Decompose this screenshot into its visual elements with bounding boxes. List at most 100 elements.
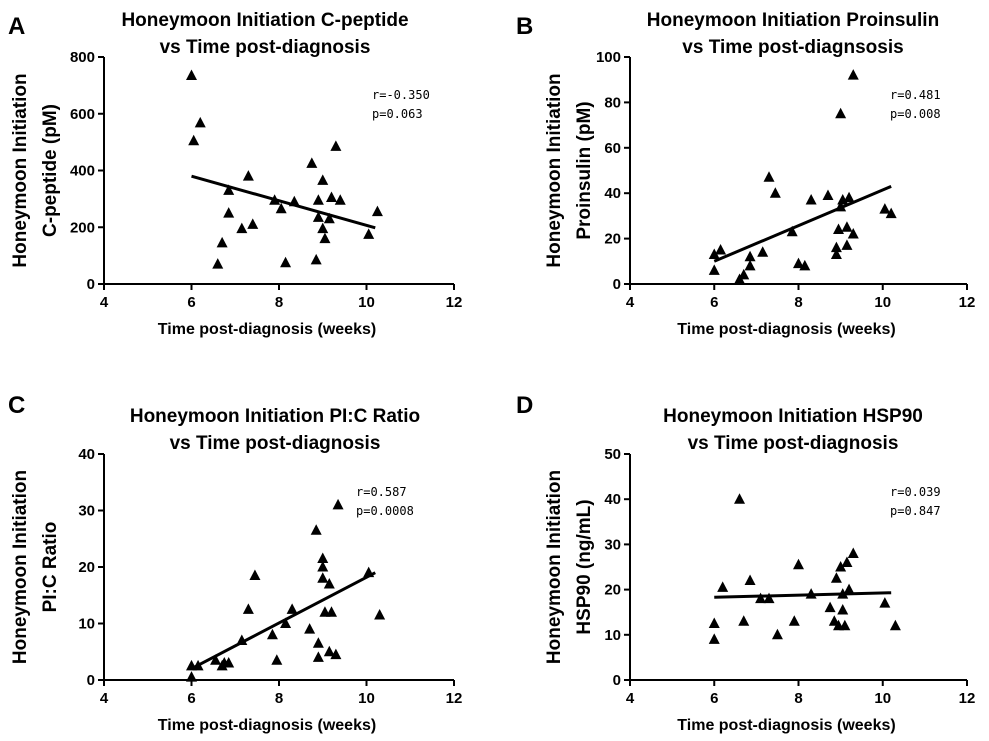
data-point xyxy=(835,561,847,572)
x-tick-label: 12 xyxy=(959,690,976,707)
data-point xyxy=(879,203,891,214)
y-tick-label: 0 xyxy=(87,672,95,689)
stat-annotation: p=0.847 xyxy=(890,504,941,518)
data-point xyxy=(317,572,329,583)
data-point xyxy=(717,581,729,592)
x-tick-label: 10 xyxy=(874,294,891,311)
data-point xyxy=(799,259,811,271)
data-point xyxy=(374,609,386,620)
y-tick-label: 10 xyxy=(604,627,621,644)
data-point xyxy=(755,592,767,604)
x-tick-label: 4 xyxy=(626,294,635,311)
data-point xyxy=(288,195,300,207)
x-tick-label: 12 xyxy=(446,294,463,311)
data-point xyxy=(788,615,800,626)
y-tick-label: 40 xyxy=(604,185,621,202)
y-tick-label: 80 xyxy=(604,94,621,111)
chart-title: Honeymoon Initiation HSP90 xyxy=(663,406,923,427)
y-axis-label: Honeymoon Initiation xyxy=(544,470,565,664)
regression-line xyxy=(714,591,892,599)
stat-annotation: r=0.039 xyxy=(890,485,941,499)
x-tick-label: 6 xyxy=(710,690,718,707)
y-tick-label: 50 xyxy=(604,446,621,463)
data-point xyxy=(822,189,834,200)
data-point xyxy=(744,259,756,271)
data-point xyxy=(771,628,783,640)
data-point xyxy=(223,207,235,218)
data-point xyxy=(847,547,859,558)
data-point xyxy=(249,569,261,580)
data-point xyxy=(708,617,720,628)
chart-title: vs Time post-diagnosis xyxy=(170,433,381,454)
stat-annotation: r=0.587 xyxy=(356,485,407,499)
data-point xyxy=(242,603,254,614)
data-point xyxy=(830,572,842,583)
data-point xyxy=(332,498,344,510)
data-point xyxy=(186,671,197,682)
x-tick-label: 4 xyxy=(626,690,635,707)
panel-d: D Honeymoon Initiation HSP90 vs Time post-… xyxy=(516,392,975,734)
data-point xyxy=(889,619,901,631)
x-tick-label: 10 xyxy=(874,690,891,707)
x-tick-label: 8 xyxy=(275,690,283,707)
chart-title: Honeymoon Initiation Proinsulin xyxy=(647,10,939,31)
data-point xyxy=(715,243,727,255)
stat-annotation: r=0.481 xyxy=(890,88,941,102)
data-point xyxy=(212,258,224,269)
x-tick-label: 8 xyxy=(275,294,283,311)
data-point xyxy=(317,561,329,572)
data-point xyxy=(738,615,750,626)
x-tick-label: 10 xyxy=(358,690,375,707)
panel-letter: B xyxy=(516,13,533,40)
data-point xyxy=(824,601,836,613)
stat-annotation: p=0.063 xyxy=(372,107,423,121)
y-axis-label: Honeymoon Initiation xyxy=(10,73,31,267)
data-point xyxy=(847,69,859,80)
data-point xyxy=(793,257,804,269)
data-point xyxy=(312,651,324,662)
x-tick-label: 6 xyxy=(187,294,195,311)
data-point xyxy=(763,171,775,182)
y-tick-label: 100 xyxy=(596,49,621,66)
data-point xyxy=(837,603,849,615)
stat-annotation: p=0.008 xyxy=(890,107,941,121)
data-point xyxy=(839,619,851,631)
data-point xyxy=(708,264,720,275)
data-point xyxy=(738,268,750,280)
x-tick-label: 12 xyxy=(959,294,976,311)
data-point xyxy=(210,654,222,665)
panel-b: B Honeymoon Initiation Proinsulin vs Time … xyxy=(516,10,975,338)
chart-title: vs Time post-diagnosis xyxy=(688,433,899,454)
y-axis-label: Proinsulin (pM) xyxy=(574,101,595,239)
x-tick-label: 6 xyxy=(710,294,718,311)
stat-annotation: r=-0.350 xyxy=(372,88,430,102)
data-point xyxy=(242,170,254,181)
regression-line xyxy=(190,571,376,671)
data-point xyxy=(835,200,847,212)
data-point xyxy=(317,552,329,564)
data-point xyxy=(833,223,845,235)
y-axis-label: Honeymoon Initiation xyxy=(10,470,31,664)
data-point xyxy=(216,236,228,248)
data-point xyxy=(334,194,346,205)
data-point xyxy=(236,634,248,645)
data-point xyxy=(708,633,720,644)
x-axis-label: Time post-diagnosis (weeks) xyxy=(158,717,376,734)
data-point xyxy=(326,606,337,617)
chart-title: vs Time post-diagnosis xyxy=(160,37,371,58)
y-tick-label: 60 xyxy=(604,140,621,157)
data-point xyxy=(330,140,342,151)
y-axis-label: HSP90 (ng/mL) xyxy=(574,499,595,634)
data-point xyxy=(271,654,283,665)
data-point xyxy=(275,202,287,214)
data-point xyxy=(236,222,248,234)
regression-line xyxy=(191,174,376,230)
y-tick-label: 20 xyxy=(604,582,621,599)
panel-letter: C xyxy=(8,392,25,419)
y-tick-label: 0 xyxy=(87,276,95,293)
y-tick-label: 30 xyxy=(604,536,621,553)
data-point xyxy=(310,524,322,535)
data-point xyxy=(312,637,324,648)
data-point xyxy=(830,241,842,253)
y-tick-label: 400 xyxy=(70,163,95,180)
